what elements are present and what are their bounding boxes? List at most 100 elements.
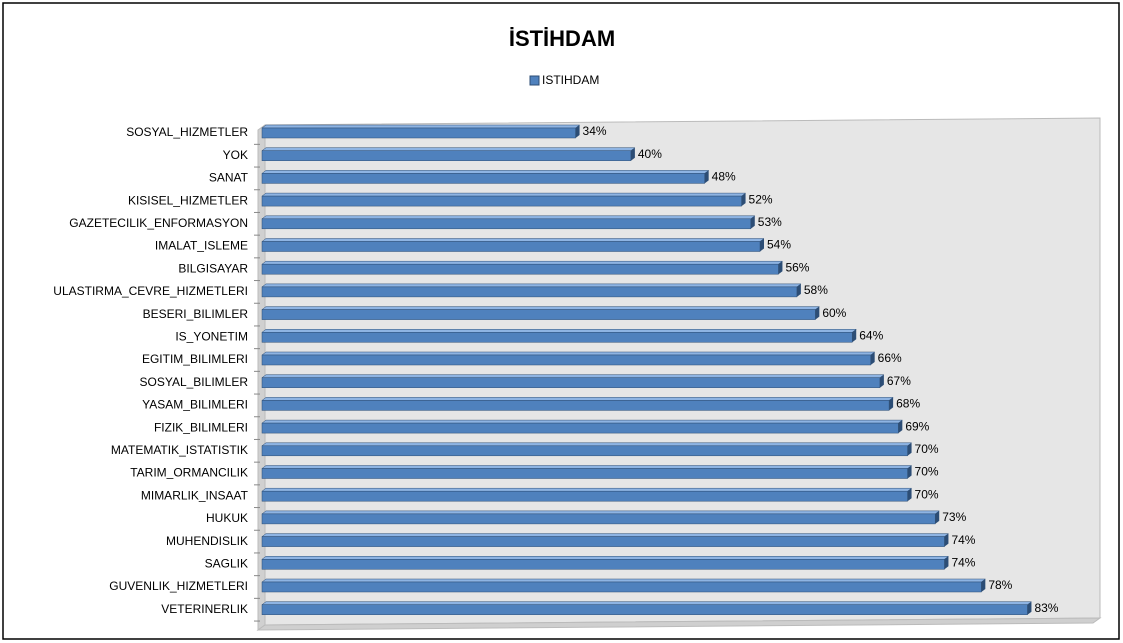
bar [261,150,632,161]
legend-swatch [529,75,540,86]
y-tick-label: SANAT [209,171,249,185]
bar-side [815,306,820,320]
y-tick-label: MATEMATIK_ISTATISTIK [111,443,248,457]
data-label: 67% [887,374,911,388]
bar [261,604,1028,615]
bar-side [907,488,912,502]
bar-top [261,601,1033,605]
bar-top [261,124,581,129]
bar [261,127,576,139]
bar [261,422,899,434]
bar-side [944,556,949,570]
y-tick-label: MUHENDISLIK [166,534,248,548]
bar-side [907,465,912,479]
y-tick-label: HUKUK [206,511,248,525]
chart-title: İSTİHDAM [509,26,615,51]
bar-side [796,283,801,297]
bar [261,286,798,298]
bar [261,581,982,593]
data-label: 74% [951,555,975,569]
bar-top [261,510,940,515]
bar [261,400,890,411]
data-label: 53% [758,215,782,229]
y-tick-label: GAZETECILIK_ENFORMASYON [69,216,248,230]
y-tick-label: YASAM_BILIMLERI [142,398,248,412]
bar-side [898,420,903,434]
bar-top [261,329,857,333]
bar-side [907,442,912,456]
bar-side [630,147,635,161]
bar-top [261,260,784,265]
bar [261,263,779,275]
bar-top [261,351,876,356]
bar-top [261,147,636,151]
bar-side [935,510,940,524]
data-label: 34% [583,124,607,138]
data-label: 66% [878,351,902,365]
bar-top [261,283,802,288]
data-label: 78% [988,578,1012,592]
bar-top [261,306,821,310]
bar-top [261,215,756,220]
data-label: 74% [951,533,975,547]
data-label: 40% [638,147,662,161]
y-tick-label: BESERI_BILIMLER [143,307,249,321]
y-tick-label: KISISEL_HIZMETLER [128,193,248,207]
bar-side [889,397,894,411]
y-tick-label: IS_YONETIM [175,329,248,343]
bar-top [261,170,710,174]
bar-side [575,125,580,138]
data-label: 70% [915,487,939,501]
bar [261,354,871,366]
bar [261,309,816,320]
bar-top [261,192,747,197]
data-label: 73% [942,510,966,524]
bar-top [261,487,913,492]
bar-top [261,238,765,242]
y-tick-label: EGITIM_BILIMLERI [142,352,248,366]
y-tick-label: MIMARLIK_INSAAT [141,488,249,502]
bar [261,559,945,570]
data-label: 68% [896,397,920,411]
data-label: 54% [767,238,791,252]
bar-side [870,352,875,365]
y-tick-label: BILGISAYAR [178,261,248,275]
bar-side [852,329,857,343]
bar-top [261,419,904,424]
y-tick-label: IMALAT_ISLEME [155,239,248,253]
y-tick-label: ULASTIRMA_CEVRE_HIZMETLERI [53,284,248,298]
bar-top [261,442,913,447]
y-tick-label: TARIM_ORMANCILIK [130,466,248,480]
bar-side [944,533,949,547]
legend-label: ISTIHDAM [542,73,599,87]
bar [261,195,742,207]
bar [261,445,908,457]
bar [261,513,936,525]
bar [261,173,705,184]
y-tick-label: SOSYAL_BILIMLER [140,375,249,389]
data-label: 70% [915,442,939,456]
data-label: 83% [1034,601,1058,615]
bar-top [261,578,987,583]
y-tick-label: FIZIK_BILIMLERI [154,420,248,434]
y-tick-label: SOSYAL_HIZMETLER [126,125,248,139]
bar-top [261,556,950,560]
data-label: 56% [785,260,809,274]
bar-side [1027,601,1032,615]
data-label: 70% [915,465,939,479]
y-tick-label: SAGLIK [205,556,248,570]
bar [261,377,881,388]
data-label: 48% [712,170,736,184]
data-label: 58% [804,283,828,297]
bar-top [261,465,913,469]
data-label: 64% [859,328,883,342]
bar [261,536,945,547]
bar-side [778,261,783,275]
bar-top [261,397,894,401]
data-label: 52% [749,192,773,206]
bar [261,332,853,343]
bar [261,490,908,502]
y-tick-label: YOK [223,148,248,162]
y-tick-label: GUVENLIK_HIZMETLERI [109,579,248,593]
bar-top [261,374,885,378]
